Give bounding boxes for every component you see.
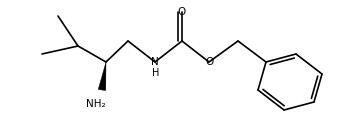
Text: H: H (152, 68, 160, 78)
Polygon shape (98, 62, 106, 91)
Text: NH₂: NH₂ (86, 99, 106, 109)
Text: O: O (205, 57, 213, 67)
Text: O: O (178, 7, 186, 17)
Text: N: N (151, 57, 159, 67)
